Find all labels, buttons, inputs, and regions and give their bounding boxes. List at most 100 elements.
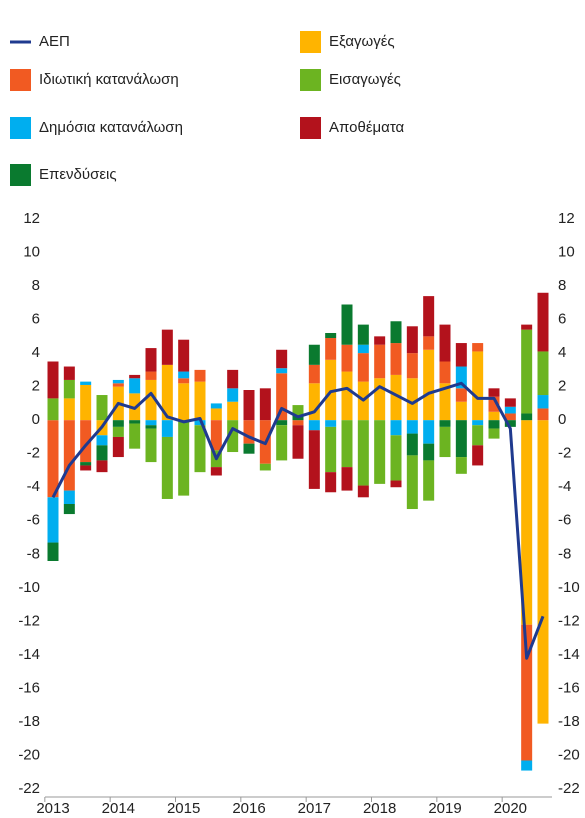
y2-tick-label: -10 <box>558 579 580 596</box>
bar-segment <box>227 401 239 421</box>
bar-segment <box>357 485 369 498</box>
bar-segment <box>178 420 190 496</box>
legend-swatch <box>10 117 31 139</box>
bar-segment <box>423 296 435 337</box>
bar-segment <box>537 395 549 409</box>
legend-label: Εισαγωγές <box>329 71 401 88</box>
bar-segment <box>357 324 369 345</box>
bar-segment <box>129 420 141 424</box>
x-tick-label: 2020 <box>494 800 527 817</box>
bar-segment <box>63 379 75 399</box>
bar-segment <box>308 420 320 431</box>
bar-segment <box>390 420 402 436</box>
y-tick-label: -10 <box>18 579 40 596</box>
bar-segment <box>390 374 402 421</box>
bar-segment <box>341 420 353 468</box>
x-tick-label: 2018 <box>363 800 396 817</box>
bar-segment <box>357 420 369 486</box>
bar-segment <box>129 423 141 449</box>
bar-segment <box>63 504 75 515</box>
bar-segment <box>472 420 484 426</box>
bar-segment <box>357 344 369 354</box>
bar-segment <box>112 379 124 384</box>
bar-segment <box>145 371 157 380</box>
y-tick-label: -20 <box>18 746 40 763</box>
bar-segment <box>96 435 108 446</box>
bar-segment <box>194 369 206 382</box>
bar-segment <box>390 480 402 488</box>
bar-segment <box>161 436 173 499</box>
bar-segment <box>161 420 173 437</box>
bar-segment <box>178 371 190 379</box>
y-tick-label: -4 <box>27 478 40 495</box>
bar-segment <box>63 366 75 380</box>
bar-segment <box>292 420 304 426</box>
bar-segment <box>325 338 337 360</box>
bar-segment <box>194 420 206 426</box>
bar-segment <box>325 333 337 339</box>
bar-segment <box>145 425 157 429</box>
y-tick-label: -18 <box>18 713 40 730</box>
y2-tick-label: 12 <box>558 210 575 227</box>
bar-segment <box>178 378 190 384</box>
bar-segment <box>47 497 59 543</box>
x-tick-label: 2013 <box>36 800 69 817</box>
legend-label: Δημόσια κατανάλωση <box>39 119 183 136</box>
bar-segment <box>243 443 255 454</box>
y2-tick-label: -16 <box>558 679 580 696</box>
bar-segment <box>521 413 533 421</box>
bar-segment <box>80 384 92 421</box>
bar-segment <box>178 383 190 421</box>
bar-segment <box>47 420 59 498</box>
y-tick-label: 2 <box>32 378 40 395</box>
bar-segment <box>537 408 549 421</box>
bar-segment <box>308 364 320 384</box>
y2-tick-label: 0 <box>558 411 566 428</box>
bar-segment <box>145 428 157 463</box>
bar-segment <box>537 292 549 352</box>
bar-segment <box>194 425 206 473</box>
bar-segment <box>341 371 353 421</box>
y2-tick-label: -2 <box>558 445 571 462</box>
bar-segment <box>488 396 500 412</box>
y2-tick-label: -14 <box>558 646 580 663</box>
bar-segment <box>488 411 500 421</box>
bar-segment <box>455 401 467 421</box>
bar-segment <box>423 443 435 461</box>
bar-segment <box>145 379 157 421</box>
bar-segment <box>521 324 533 330</box>
bar-segment <box>112 436 124 458</box>
bar-segment <box>406 420 418 434</box>
bar-segment <box>455 457 467 474</box>
bar-segment <box>472 425 484 446</box>
bar-segment <box>276 425 288 461</box>
y2-tick-label: -22 <box>558 780 580 797</box>
bar-segment <box>341 344 353 372</box>
bar-segment <box>145 420 157 426</box>
bar-segment <box>521 624 533 761</box>
y2-tick-label: -12 <box>558 612 580 629</box>
gdp-line <box>51 381 545 660</box>
bar-segment <box>472 445 484 466</box>
legend-swatch <box>300 31 321 53</box>
bar-segment <box>455 343 467 367</box>
x-tick-label: 2015 <box>167 800 200 817</box>
bar-segment <box>439 420 451 427</box>
x-tick-label: 2014 <box>102 800 135 817</box>
bar-segment <box>325 426 337 473</box>
y2-tick-label: 4 <box>558 344 566 361</box>
bar-segment <box>96 445 108 461</box>
bar-segment <box>210 420 222 451</box>
y-tick-label: -16 <box>18 679 40 696</box>
bar-segment <box>276 368 288 374</box>
bar-segment <box>227 420 239 453</box>
bar-segment <box>96 460 108 473</box>
bar-segment <box>276 349 288 369</box>
bar-segment <box>80 420 92 463</box>
bar-segment <box>129 374 141 379</box>
bar-segment <box>63 398 75 421</box>
bar-segment <box>194 381 206 421</box>
bar-segment <box>112 420 124 427</box>
bar-segment <box>504 420 516 427</box>
